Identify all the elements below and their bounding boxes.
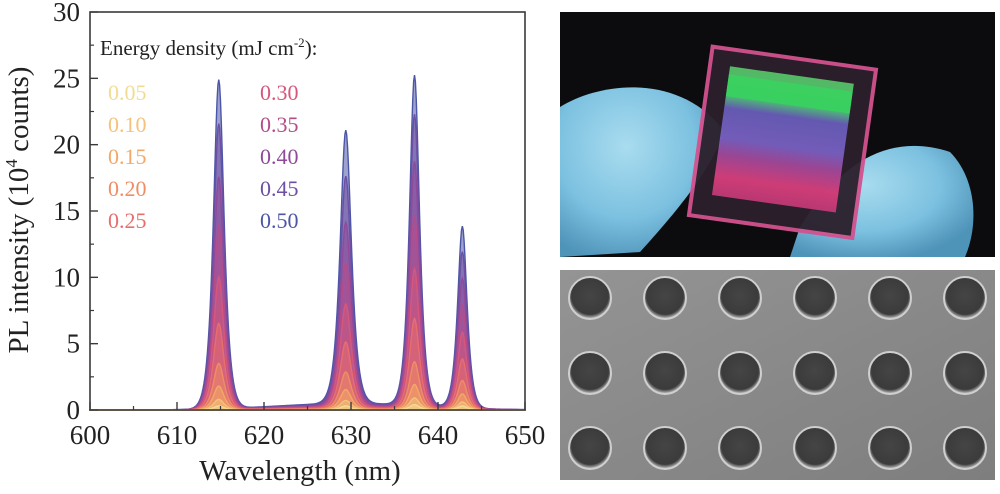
y-tick-label: 10 xyxy=(53,262,80,292)
sem-hole xyxy=(718,351,762,395)
legend-entry-0.35: 0.35 xyxy=(260,112,299,137)
y-tick-label: 15 xyxy=(53,196,80,226)
sem-hole-array xyxy=(560,270,995,480)
sem-hole xyxy=(718,276,762,320)
x-tick-label: 600 xyxy=(70,420,111,450)
sem-hole xyxy=(718,426,762,470)
sample-chip xyxy=(686,44,879,241)
x-tick-label: 650 xyxy=(505,420,546,450)
sem-hole xyxy=(868,276,912,320)
glove-left-finger xyxy=(560,87,725,257)
legend-entry-0.25: 0.25 xyxy=(108,208,147,233)
x-tick-label: 630 xyxy=(331,420,372,450)
pl-chart: 600 610 620 630 640 650 0 5 10 15 20 25 30 Wavelengt… xyxy=(2,0,545,487)
y-tick-label: 20 xyxy=(53,130,80,160)
sem-hole xyxy=(868,426,912,470)
legend-entry-0.40: 0.40 xyxy=(260,144,299,169)
legend-entry-0.15: 0.15 xyxy=(108,144,147,169)
sem-hole xyxy=(943,426,987,470)
sample-photo xyxy=(560,12,995,257)
legend: 0.05 0.10 0.15 0.20 0.25 0.30 0.35 0.40 0.45 0.50 xyxy=(108,80,299,233)
sem-hole xyxy=(568,351,612,395)
legend-entry-0.10: 0.10 xyxy=(108,112,147,137)
y-tick-label: 5 xyxy=(67,329,81,359)
spectra-curves xyxy=(89,75,526,411)
legend-title-tail: ): xyxy=(305,36,318,60)
legend-entry-0.05: 0.05 xyxy=(108,80,147,105)
sem-image xyxy=(560,270,995,480)
y-axis-label-main: PL intensity (10 xyxy=(3,168,35,354)
y-tick-label: 30 xyxy=(53,0,80,27)
legend-title: Energy density (mJ cm-2): xyxy=(100,35,318,60)
sem-hole xyxy=(793,426,837,470)
sem-hole xyxy=(793,351,837,395)
x-tick-label: 620 xyxy=(244,420,285,450)
sem-hole xyxy=(568,426,612,470)
legend-title-sup: -2 xyxy=(294,35,305,50)
sem-hole xyxy=(643,351,687,395)
sem-hole xyxy=(868,351,912,395)
axis-ticks xyxy=(89,11,526,411)
legend-entry-0.50: 0.50 xyxy=(260,208,299,233)
x-axis-label: Wavelength (nm) xyxy=(199,455,400,487)
sem-hole xyxy=(793,276,837,320)
legend-title-main: Energy density (mJ cm xyxy=(100,36,294,60)
y-tick-label: 25 xyxy=(53,63,80,93)
sem-hole xyxy=(643,276,687,320)
sem-background xyxy=(560,270,995,480)
legend-entry-0.30: 0.30 xyxy=(260,80,299,105)
sample-photo-drawing xyxy=(560,12,995,257)
y-axis-label-tail: counts) xyxy=(3,67,35,160)
y-axis-label: PL intensity (104 counts) xyxy=(2,67,35,354)
x-tick-label: 640 xyxy=(418,420,459,450)
sem-hole xyxy=(643,426,687,470)
sem-hole xyxy=(568,276,612,320)
x-tick-label: 610 xyxy=(157,420,198,450)
sem-holes xyxy=(568,276,987,470)
legend-entry-0.45: 0.45 xyxy=(260,176,299,201)
sem-hole xyxy=(943,351,987,395)
sem-hole xyxy=(943,276,987,320)
y-axis-label-sup: 4 xyxy=(2,159,21,168)
y-tick-label: 0 xyxy=(67,395,81,425)
legend-entry-0.20: 0.20 xyxy=(108,176,147,201)
axis-tick-labels: 600 610 620 630 640 650 0 5 10 15 20 25 30 xyxy=(53,0,545,450)
